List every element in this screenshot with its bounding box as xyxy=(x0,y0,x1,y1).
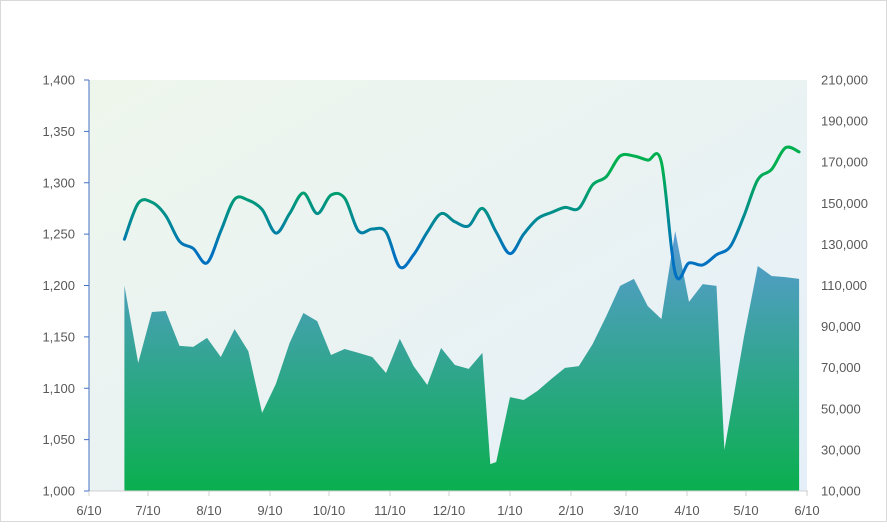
right-axis-tick-label: 110,000 xyxy=(821,278,867,293)
x-axis-tick-label: 11/10 xyxy=(374,503,406,518)
x-axis-tick-label: 1/10 xyxy=(497,503,522,518)
x-axis-tick-label: 6/10 xyxy=(794,503,819,518)
x-axis-tick-label: 7/10 xyxy=(135,503,160,518)
x-axis-tick-label: 8/10 xyxy=(196,503,221,518)
left-axis-tick-label: 1,100 xyxy=(42,381,75,396)
right-axis-tick-label: 70,000 xyxy=(821,360,861,375)
line-series xyxy=(122,145,801,281)
left-axis-tick-label: 1,150 xyxy=(42,329,75,344)
x-axis-tick-label: 10/10 xyxy=(313,503,346,518)
right-axis-tick-label: 50,000 xyxy=(821,401,861,416)
left-axis-tick-label: 1,050 xyxy=(42,432,75,447)
right-axis-tick-label: 170,000 xyxy=(821,155,868,170)
left-axis-tick-label: 1,350 xyxy=(42,124,75,139)
x-axis-tick-label: 3/10 xyxy=(613,503,638,518)
left-axis-tick-label: 1,300 xyxy=(42,175,75,190)
x-axis-tick-label: 2/10 xyxy=(558,503,583,518)
right-axis-tick-label: 10,000 xyxy=(821,484,861,499)
left-axis-tick-label: 1,400 xyxy=(42,73,75,88)
right-axis-tick-label: 90,000 xyxy=(821,319,861,334)
left-axis-tick-label: 1,250 xyxy=(42,227,75,242)
x-axis-tick-label: 9/10 xyxy=(257,503,282,518)
x-axis-tick-label: 12/10 xyxy=(433,503,466,518)
area-series xyxy=(124,231,800,491)
right-axis-tick-label: 190,000 xyxy=(821,114,868,129)
x-axis-tick-label: 4/10 xyxy=(674,503,699,518)
left-axis-tick-label: 1,000 xyxy=(42,484,75,499)
right-axis-tick-label: 210,000 xyxy=(821,73,868,88)
right-axis-tick-label: 150,000 xyxy=(821,196,868,211)
x-axis-tick-label: 6/10 xyxy=(76,503,101,518)
right-axis-tick-label: 130,000 xyxy=(821,237,868,252)
right-axis-tick-label: 30,000 xyxy=(821,442,861,457)
x-axis-tick-label: 5/10 xyxy=(733,503,758,518)
left-axis-tick-label: 1,200 xyxy=(42,278,75,293)
